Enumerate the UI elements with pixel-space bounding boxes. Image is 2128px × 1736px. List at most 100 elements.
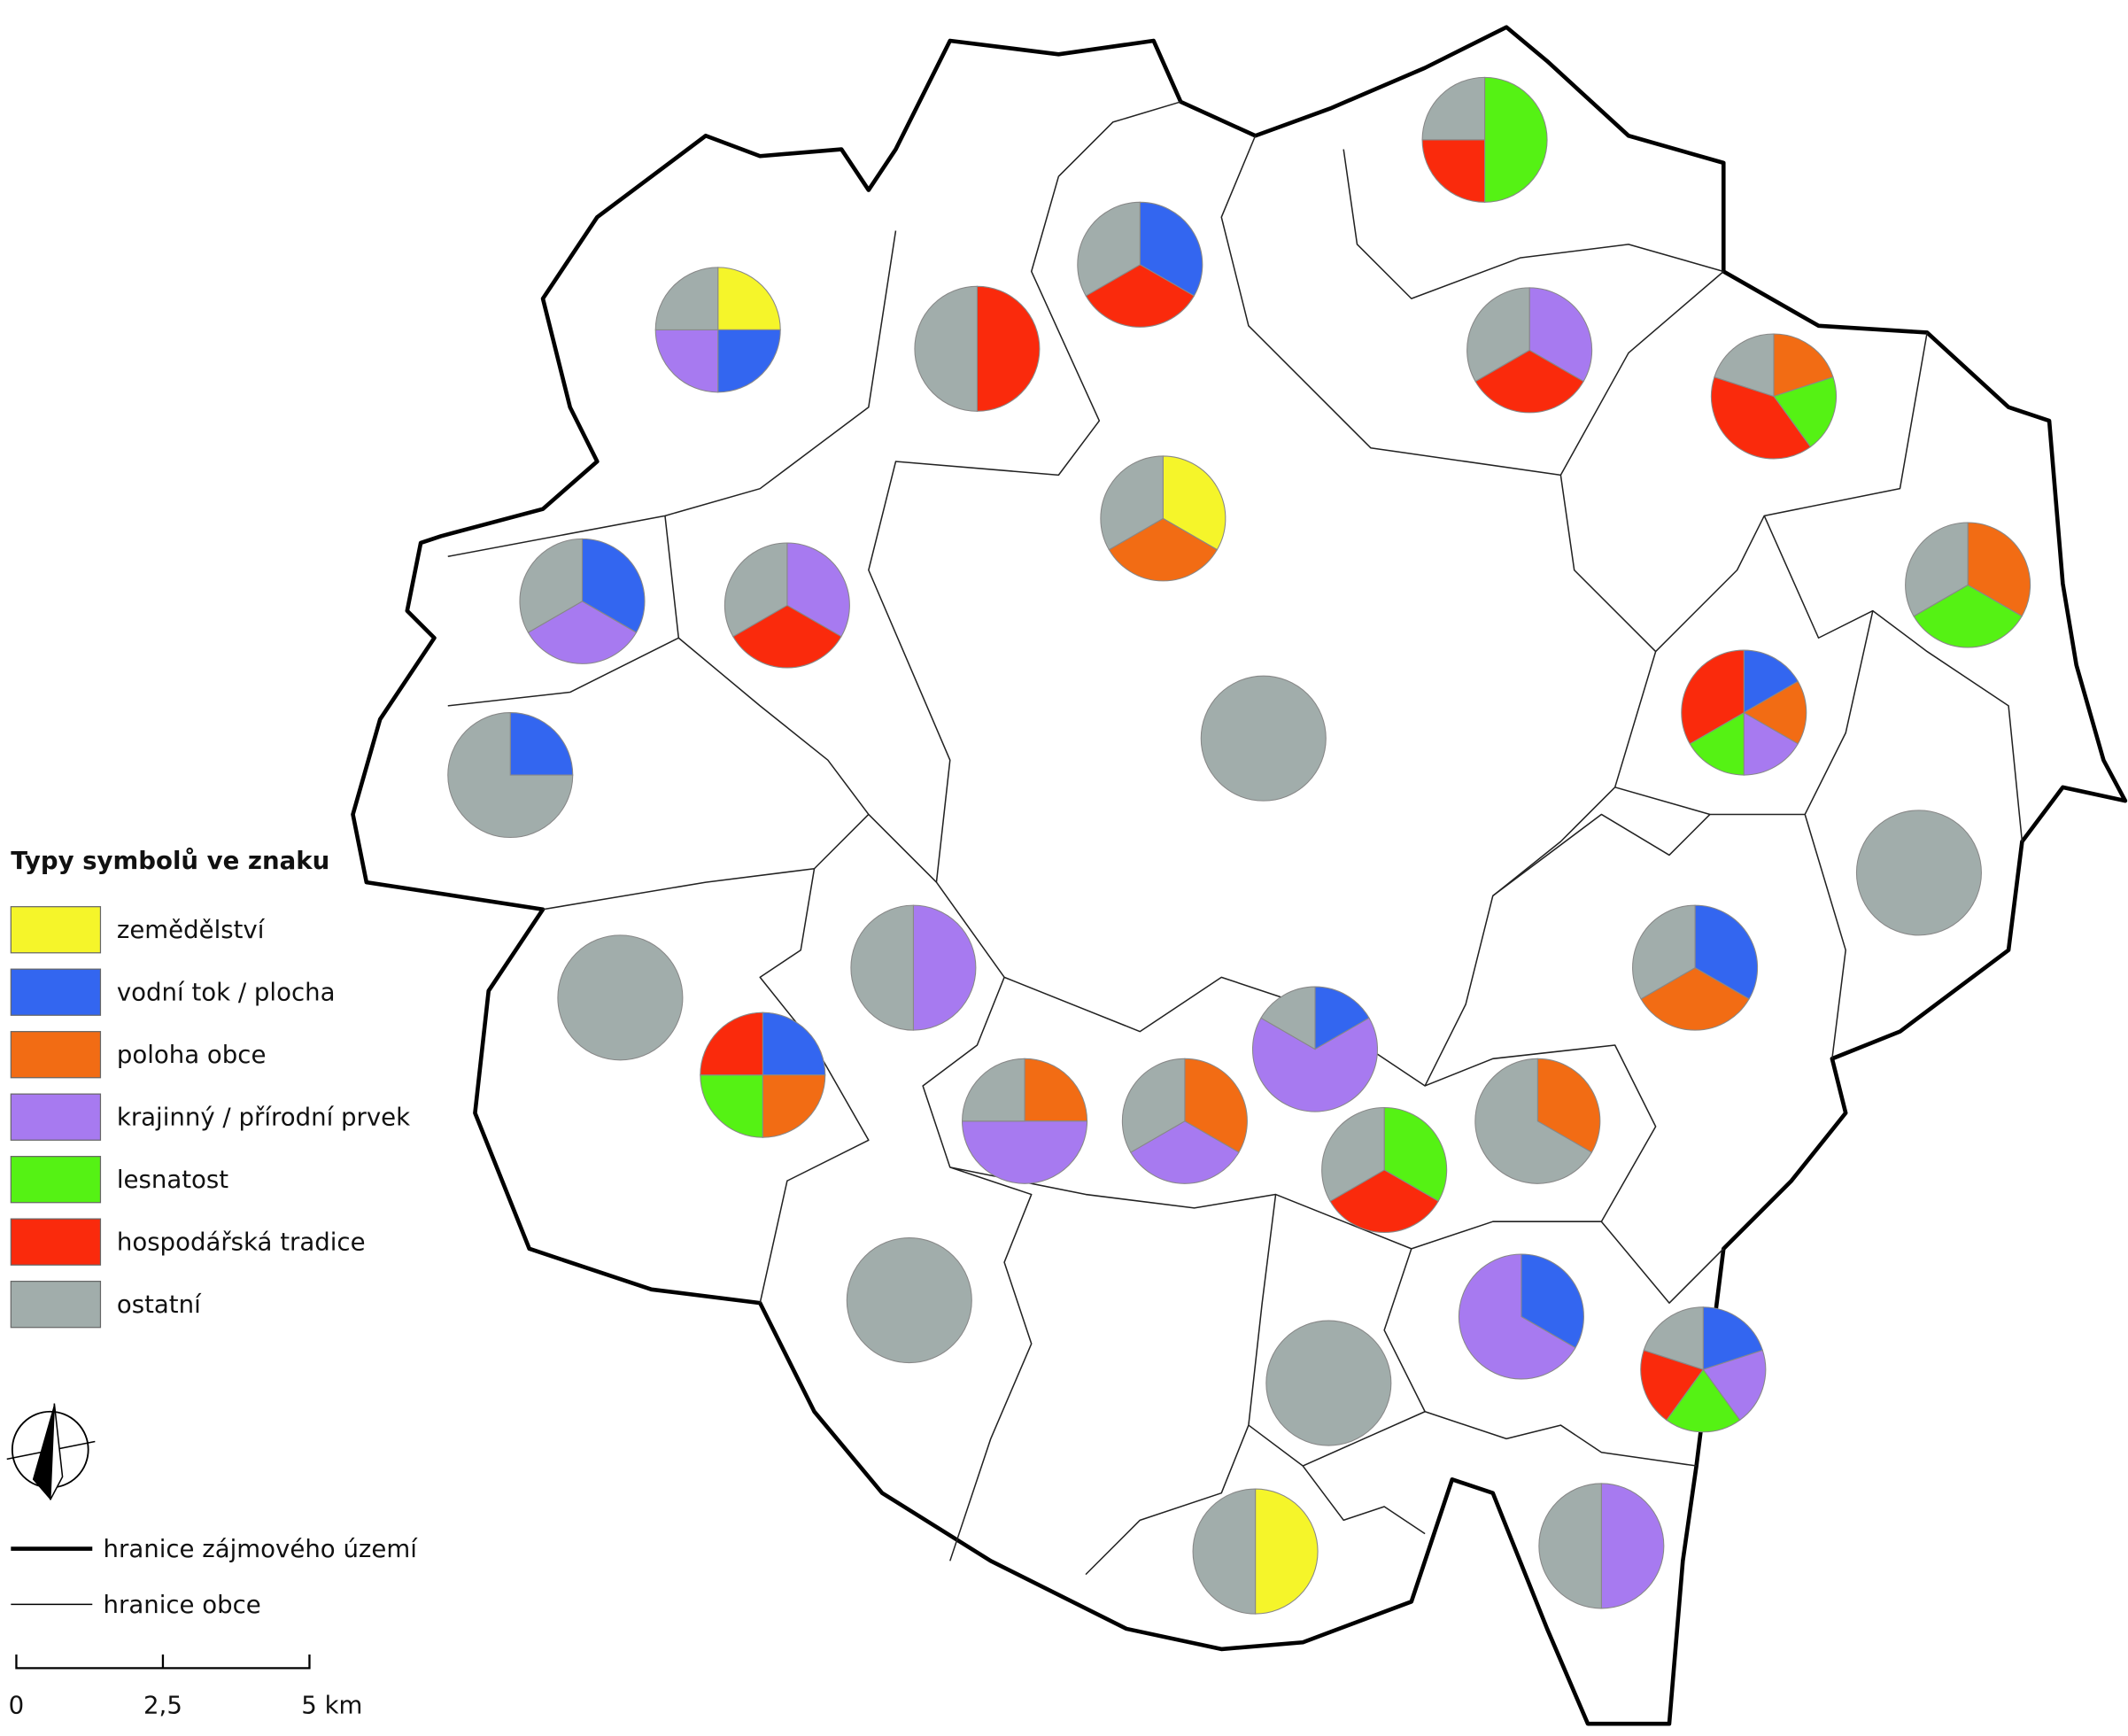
pie-slice xyxy=(1640,1349,1705,1422)
pie-slice xyxy=(914,285,978,412)
pie-slice xyxy=(581,538,646,633)
pie xyxy=(1252,986,1378,1112)
pie xyxy=(447,711,574,839)
pie xyxy=(1458,1253,1584,1380)
scale-label: 5 km xyxy=(301,1690,362,1719)
pie-slice xyxy=(717,267,781,330)
pie-slice xyxy=(1474,1058,1593,1184)
scale-bar: 0 2,5 5 km xyxy=(9,1655,362,1719)
legend-label: zemědělství xyxy=(117,915,266,944)
pie xyxy=(519,538,646,664)
pie-slice xyxy=(762,1011,826,1076)
pie-slice xyxy=(1681,649,1745,745)
pie xyxy=(724,542,850,669)
scale-label: 2,5 xyxy=(143,1690,182,1719)
pie-slice xyxy=(1632,904,1696,1000)
pie-slice xyxy=(717,329,781,393)
boundary-label: hranice obce xyxy=(104,1590,261,1619)
pie-slice xyxy=(519,538,584,633)
pie-slice xyxy=(447,711,574,839)
pie-slice xyxy=(1085,264,1196,328)
legend-swatch xyxy=(10,1031,102,1079)
pie-slice xyxy=(1521,1253,1584,1349)
pie-slice xyxy=(1773,333,1834,398)
legend-label: vodní tok / plocha xyxy=(117,978,336,1007)
pie-slice xyxy=(654,267,719,330)
pie-slice xyxy=(527,601,638,664)
pie-slice xyxy=(1260,986,1316,1050)
pie-slice xyxy=(1121,1058,1186,1153)
pie-slice xyxy=(1710,376,1812,460)
pie-slice xyxy=(1694,904,1759,1000)
pie-slice xyxy=(1714,333,1775,398)
municipality-boundary xyxy=(922,977,1426,1576)
pie-slice xyxy=(1536,1058,1601,1153)
pie xyxy=(1538,1483,1665,1609)
pie-slice xyxy=(1130,1120,1240,1184)
legend-swatch xyxy=(10,968,102,1016)
legend: Typy symbolů ve znaku zemědělství vodní t… xyxy=(10,846,410,1329)
pie-slice xyxy=(850,904,914,1031)
north-arrow xyxy=(6,1403,96,1500)
pie xyxy=(914,285,1041,412)
legend-label: ostatní xyxy=(117,1290,202,1319)
pie xyxy=(1466,287,1593,414)
pie-slice xyxy=(654,329,719,393)
legend-swatch xyxy=(10,1156,102,1204)
legend-label: hospodářská tradice xyxy=(117,1228,366,1257)
pie xyxy=(1640,1306,1767,1433)
pie-slice xyxy=(1162,455,1227,551)
pie-slice xyxy=(962,1120,1088,1184)
pie-slice xyxy=(1855,810,1982,936)
pie-slice xyxy=(1265,1320,1392,1446)
pie xyxy=(1421,76,1548,203)
study-area-boundary xyxy=(351,25,2128,1726)
pie xyxy=(1192,1488,1319,1615)
pie-slice xyxy=(1024,1058,1088,1122)
pie-slice xyxy=(1643,1306,1704,1370)
boundary-label: hranice zájmového území xyxy=(104,1534,419,1563)
legend-swatch xyxy=(10,1218,102,1266)
municipality-boundary xyxy=(447,515,937,1304)
pie-slice xyxy=(1321,1106,1385,1202)
pie-slice xyxy=(1192,1488,1257,1615)
pie xyxy=(1200,675,1327,802)
pie-slice xyxy=(1421,76,1486,141)
map-boundaries xyxy=(351,25,2128,1726)
pie-slice xyxy=(1458,1253,1576,1380)
pie-slice xyxy=(1421,139,1486,203)
pie-slice xyxy=(724,542,788,638)
pie-slice xyxy=(1743,680,1807,745)
pie-slice xyxy=(1666,1368,1741,1433)
pie-slice xyxy=(732,604,842,669)
pie xyxy=(1632,904,1759,1031)
pie-slice xyxy=(846,1237,972,1364)
municipality-boundary xyxy=(447,230,897,558)
pie-slice xyxy=(1484,76,1548,203)
pie xyxy=(1321,1106,1448,1234)
pie xyxy=(654,267,781,393)
legend-title: Typy symbolů ve znaku xyxy=(11,846,329,875)
boundary-legend: hranice zájmového území hranice obce xyxy=(11,1534,418,1619)
pie-slice xyxy=(1967,522,2031,617)
pie-slice xyxy=(557,934,684,1061)
pie xyxy=(1121,1058,1248,1184)
pie-slice xyxy=(762,1074,826,1138)
pie xyxy=(1855,810,1982,936)
legend-swatch xyxy=(10,1093,102,1141)
pie xyxy=(1077,201,1203,328)
pie xyxy=(850,904,977,1031)
pie-slice xyxy=(509,711,574,776)
pie-slice xyxy=(1538,1483,1602,1609)
pie-slice xyxy=(1139,201,1203,297)
pie-slice xyxy=(1255,1488,1319,1615)
pie-slice xyxy=(1077,201,1141,297)
pie-slice xyxy=(1600,1483,1665,1609)
pie-slice xyxy=(1314,986,1370,1050)
pie xyxy=(846,1237,972,1364)
pie-slice xyxy=(1200,675,1327,802)
pie-slice xyxy=(700,1074,763,1138)
pie-slice xyxy=(1773,376,1837,448)
